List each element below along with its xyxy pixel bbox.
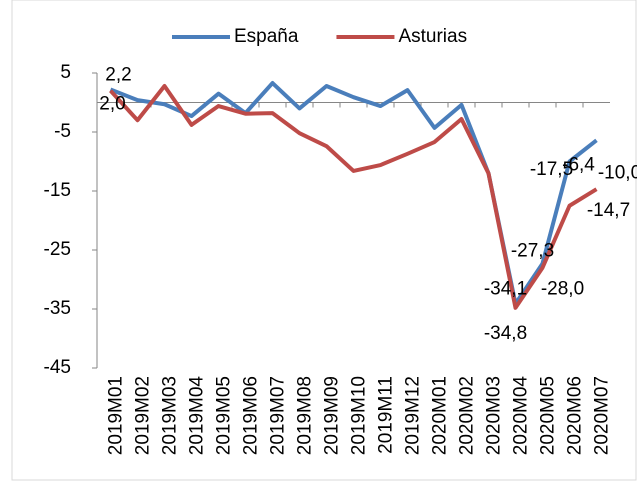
chart-frame (11, 0, 637, 481)
data-label: -14,7 (587, 200, 630, 221)
x-tick-label: 2020M06 (565, 376, 586, 455)
x-tick-label: 2019M10 (349, 376, 370, 455)
data-label: -10,0 (598, 163, 637, 184)
x-tick-label: 2019M06 (241, 376, 262, 455)
x-tick-label: 2020M05 (538, 376, 559, 455)
y-tick-label: -15 (44, 180, 71, 201)
y-tick-label: -5 (54, 121, 71, 142)
y-tick-label: -25 (44, 239, 71, 260)
x-tick-label: 2020M01 (430, 376, 451, 455)
data-label: 2,0 (99, 94, 125, 115)
x-tick-label: 2020M02 (457, 376, 478, 455)
x-tick-label: 2020M03 (484, 376, 505, 455)
x-tick-label: 2019M08 (295, 376, 316, 455)
x-tick-label: 2019M02 (133, 376, 154, 455)
series-line (109, 83, 598, 310)
data-label: -28,0 (541, 279, 584, 300)
data-label: -34,1 (484, 279, 527, 300)
data-label: -17,5 (530, 159, 573, 180)
data-label: 2,2 (105, 65, 131, 86)
data-label: -27,3 (511, 241, 554, 262)
x-tick-label: 2019M07 (268, 376, 289, 455)
y-tick-label: -35 (44, 298, 71, 319)
x-tick-label: 2019M03 (160, 376, 181, 455)
y-tick-label: 5 (60, 62, 71, 83)
x-tick-label: 2019M09 (322, 376, 343, 455)
x-tick-label: 2019M01 (106, 376, 127, 455)
data-label: -6,4 (562, 154, 595, 175)
x-tick-label: 2020M04 (511, 376, 532, 456)
legend-label: España (234, 26, 299, 47)
legend-label: Asturias (398, 26, 467, 47)
x-tick-label: 2020M07 (592, 376, 613, 455)
x-tick-label: 2019M05 (214, 376, 235, 455)
x-tick-label: 2019M11 (376, 376, 397, 454)
y-tick-label: -45 (44, 357, 71, 378)
x-tick-label: 2019M12 (403, 376, 424, 455)
x-tick-label: 2019M04 (187, 376, 208, 456)
data-label: -34,8 (484, 323, 527, 344)
